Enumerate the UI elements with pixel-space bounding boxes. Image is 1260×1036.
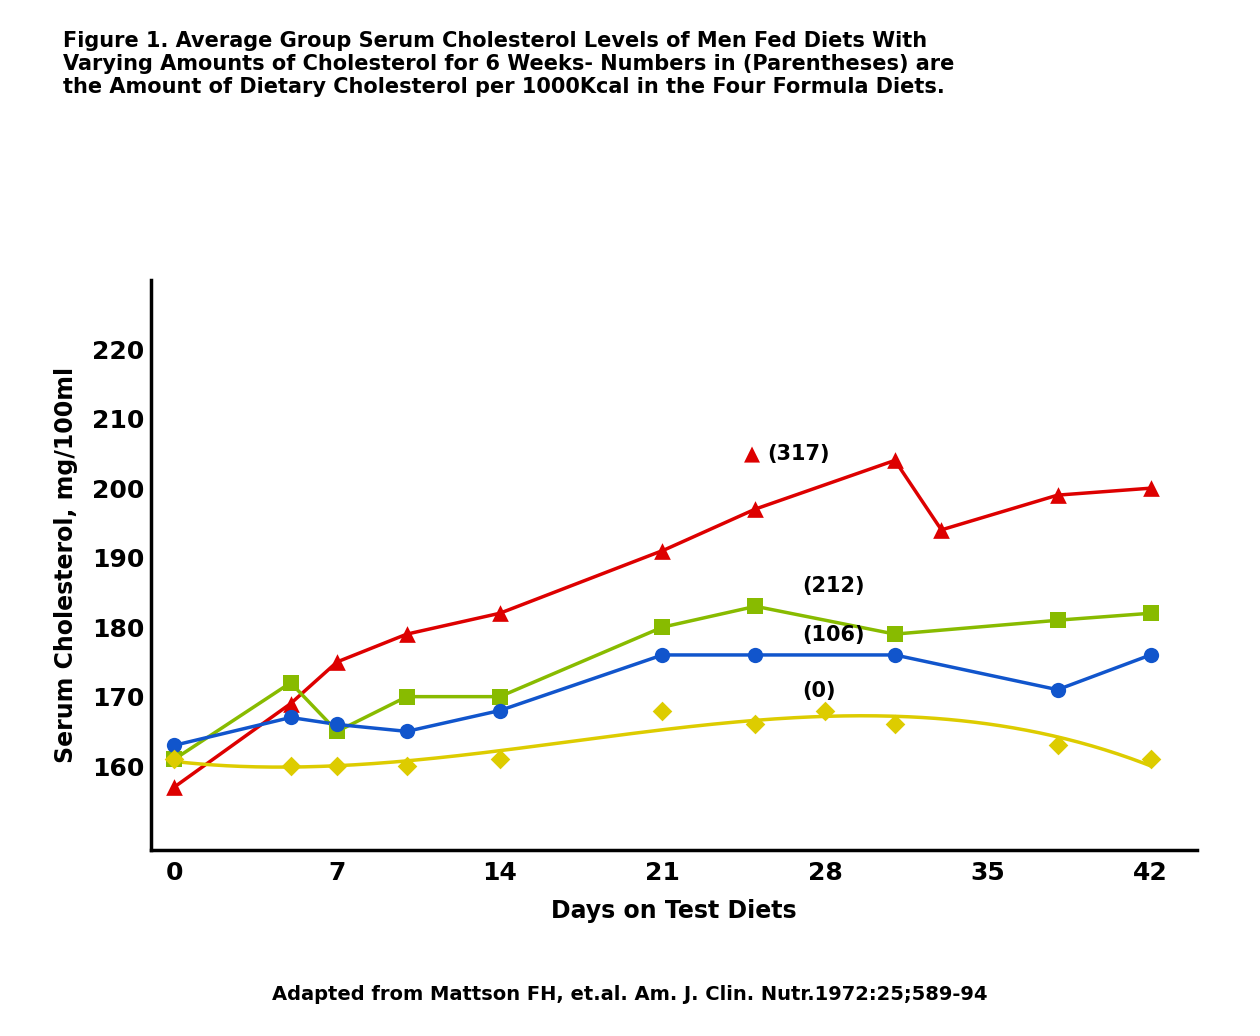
Point: [490, 605, 510, 622]
Point: [653, 618, 673, 635]
Text: Adapted from Mattson FH, et.al. Am. J. Clin. Nutr.1972:25;589-94: Adapted from Mattson FH, et.al. Am. J. C…: [272, 985, 988, 1004]
Point: [281, 674, 301, 691]
Point: [328, 723, 348, 740]
Point: [281, 710, 301, 726]
Point: [746, 598, 766, 614]
Y-axis label: Serum Cholesterol, mg/100ml: Serum Cholesterol, mg/100ml: [54, 367, 78, 762]
Point: [746, 500, 766, 517]
Point: [164, 751, 184, 768]
Point: [746, 646, 766, 663]
Point: [1140, 480, 1160, 496]
Point: [1047, 612, 1067, 629]
Point: [885, 452, 905, 468]
Text: (317): (317): [767, 444, 829, 464]
Point: [164, 751, 184, 768]
Point: [1140, 751, 1160, 768]
Point: [164, 737, 184, 753]
Text: (0): (0): [801, 681, 835, 700]
Point: [164, 779, 184, 796]
Point: [885, 716, 905, 732]
Point: [397, 688, 417, 704]
Point: [815, 702, 835, 719]
Text: Figure 1. Average Group Serum Cholesterol Levels of Men Fed Diets With
Varying A: Figure 1. Average Group Serum Cholestero…: [63, 31, 954, 97]
Point: [653, 646, 673, 663]
Point: [931, 521, 951, 538]
Point: [328, 758, 348, 775]
Point: [885, 626, 905, 642]
Point: [328, 654, 348, 670]
Point: [397, 758, 417, 775]
Point: [397, 723, 417, 740]
Point: [1047, 487, 1067, 503]
Point: [1047, 682, 1067, 698]
Point: [1140, 646, 1160, 663]
Point: [1047, 737, 1067, 753]
X-axis label: Days on Test Diets: Days on Test Diets: [552, 898, 796, 922]
Point: [1140, 605, 1160, 622]
Point: [653, 702, 673, 719]
Text: (212): (212): [801, 576, 864, 597]
Point: [746, 716, 766, 732]
Point: [490, 751, 510, 768]
Point: [281, 695, 301, 712]
Point: [281, 758, 301, 775]
Point: [885, 646, 905, 663]
Point: [490, 702, 510, 719]
Text: ▲: ▲: [743, 444, 760, 464]
Point: [653, 543, 673, 559]
Point: [490, 688, 510, 704]
Point: [328, 716, 348, 732]
Text: (106): (106): [801, 625, 864, 645]
Point: [397, 626, 417, 642]
